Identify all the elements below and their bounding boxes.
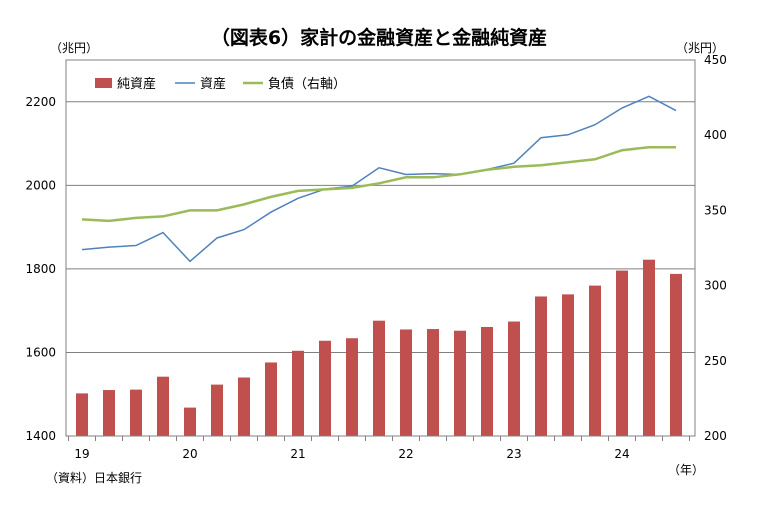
bar-series bbox=[76, 259, 682, 436]
bar-net-assets bbox=[103, 390, 115, 436]
left-tick-label: 2000 bbox=[25, 178, 56, 192]
right-tick-label: 200 bbox=[704, 429, 727, 443]
right-axis-ticks: 200 250 300 350 400 450 bbox=[704, 53, 727, 443]
x-tick-label: 24 bbox=[614, 447, 629, 461]
bar-net-assets bbox=[589, 285, 601, 436]
bar-net-assets bbox=[454, 330, 466, 436]
left-axis-unit: （兆円） bbox=[50, 41, 98, 55]
bar-net-assets bbox=[481, 326, 493, 436]
right-tick-label: 350 bbox=[704, 203, 727, 217]
bar-net-assets bbox=[130, 389, 142, 436]
x-axis-unit: （年） bbox=[668, 463, 704, 477]
bar-net-assets bbox=[427, 329, 439, 436]
line-series bbox=[81, 95, 677, 263]
bar-net-assets bbox=[643, 259, 655, 436]
bar-net-assets bbox=[265, 362, 277, 436]
left-tick-label: 2200 bbox=[25, 95, 56, 109]
bar-net-assets bbox=[319, 340, 331, 436]
right-tick-label: 400 bbox=[704, 128, 727, 142]
legend-label-assets: 資産 bbox=[200, 76, 226, 92]
legend: 純資産 資産 負債（右軸） bbox=[95, 76, 346, 92]
right-tick-label: 450 bbox=[704, 53, 727, 67]
chart-title: （図表6）家計の金融資産と金融純資産 bbox=[211, 26, 547, 49]
bar-net-assets bbox=[373, 320, 385, 436]
bar-net-assets bbox=[346, 338, 358, 436]
bar-net-assets bbox=[292, 350, 304, 436]
bar-net-assets bbox=[616, 270, 628, 436]
bar-net-assets bbox=[238, 377, 250, 436]
bar-net-assets bbox=[76, 393, 88, 436]
x-tick-label: 20 bbox=[182, 447, 197, 461]
right-tick-label: 300 bbox=[704, 279, 727, 293]
right-tick-label: 250 bbox=[704, 354, 727, 368]
x-axis-ticks: 19 20 21 22 23 24 bbox=[68, 436, 690, 461]
bar-net-assets bbox=[157, 376, 169, 436]
legend-label-liabilities: 負債（右軸） bbox=[268, 77, 346, 92]
bar-net-assets bbox=[508, 321, 520, 436]
line-liabilities bbox=[81, 145, 676, 223]
plot-area-border bbox=[65, 59, 696, 437]
x-tick-label: 23 bbox=[506, 447, 521, 461]
line-assets bbox=[81, 95, 677, 263]
bar-net-assets bbox=[670, 273, 682, 436]
legend-swatch-net-assets bbox=[95, 78, 112, 88]
x-tick-label: 19 bbox=[74, 447, 89, 461]
source-note: （資料）日本銀行 bbox=[46, 471, 142, 485]
bar-net-assets bbox=[211, 384, 223, 436]
left-tick-label: 1400 bbox=[25, 429, 56, 443]
x-tick-label: 22 bbox=[398, 447, 413, 461]
x-tick-label: 21 bbox=[290, 447, 305, 461]
legend-label-net-assets: 純資産 bbox=[117, 76, 156, 92]
right-axis-unit: （兆円） bbox=[676, 41, 724, 55]
left-axis-ticks: 1400 1600 1800 2000 2200 bbox=[25, 95, 56, 443]
bar-net-assets bbox=[184, 407, 196, 436]
bar-net-assets bbox=[562, 294, 574, 436]
bar-net-assets bbox=[535, 296, 547, 436]
left-tick-label: 1800 bbox=[25, 262, 56, 276]
bar-net-assets bbox=[400, 329, 412, 436]
left-tick-label: 1600 bbox=[25, 345, 56, 359]
